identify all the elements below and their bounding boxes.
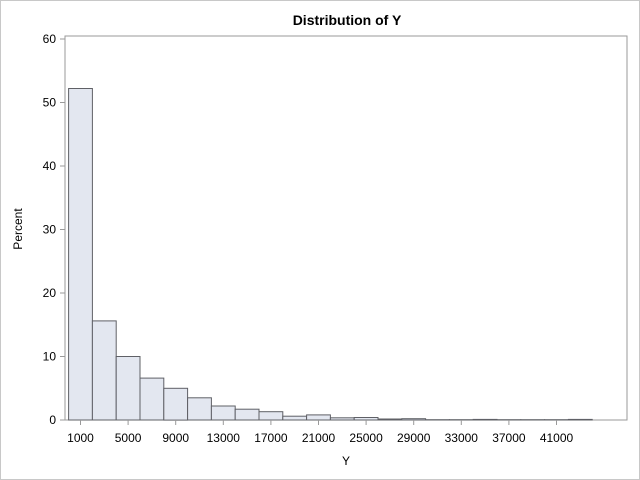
histogram-bar [377, 418, 403, 421]
histogram-bar [472, 418, 498, 421]
x-tick-label: 1000 [67, 431, 94, 445]
x-tick-label: 21000 [302, 431, 336, 445]
x-axis-label: Y [342, 454, 350, 468]
y-tick-label: 0 [49, 413, 56, 427]
y-tick-label: 50 [43, 96, 57, 110]
histogram-bar [163, 387, 189, 421]
y-tick-label: 10 [43, 350, 57, 364]
histogram-bar [234, 408, 260, 421]
x-tick-label: 17000 [254, 431, 288, 445]
histogram-bar [353, 417, 379, 421]
x-tick-label: 37000 [492, 431, 526, 445]
x-tick-label: 5000 [115, 431, 142, 445]
y-tick-label: 30 [43, 223, 57, 237]
x-tick-label: 9000 [162, 431, 189, 445]
y-tick-label: 60 [43, 32, 57, 46]
y-ticks-group: 0 10 20 30 40 50 60 [43, 32, 65, 427]
histogram-bar [68, 88, 93, 421]
y-axis-label: Percent [11, 208, 25, 250]
histogram-bar [329, 417, 355, 421]
histogram-bar [187, 397, 212, 421]
plot-area [64, 35, 628, 421]
x-tick-label: 29000 [397, 431, 431, 445]
y-tick-label: 20 [43, 286, 57, 300]
histogram-bar [282, 415, 308, 421]
histogram-bar [210, 405, 236, 421]
histogram-bar [139, 377, 165, 421]
y-tick-label: 40 [43, 159, 57, 173]
x-tick-label: 13000 [207, 431, 241, 445]
x-ticks-group: 1000 5000 9000 13000 17000 21000 25000 29000 330… [67, 420, 574, 445]
x-tick-label: 41000 [540, 431, 574, 445]
x-tick-label: 33000 [445, 431, 479, 445]
histogram-bar [91, 320, 117, 421]
histogram-bar [258, 411, 284, 421]
histogram-bar [306, 414, 331, 421]
histogram-bar [115, 356, 141, 421]
bars-group [68, 88, 593, 421]
histogram-bar [401, 418, 427, 421]
histogram-bar [567, 418, 593, 421]
chart-title: Distribution of Y [293, 12, 402, 28]
x-tick-label: 25000 [349, 431, 383, 445]
